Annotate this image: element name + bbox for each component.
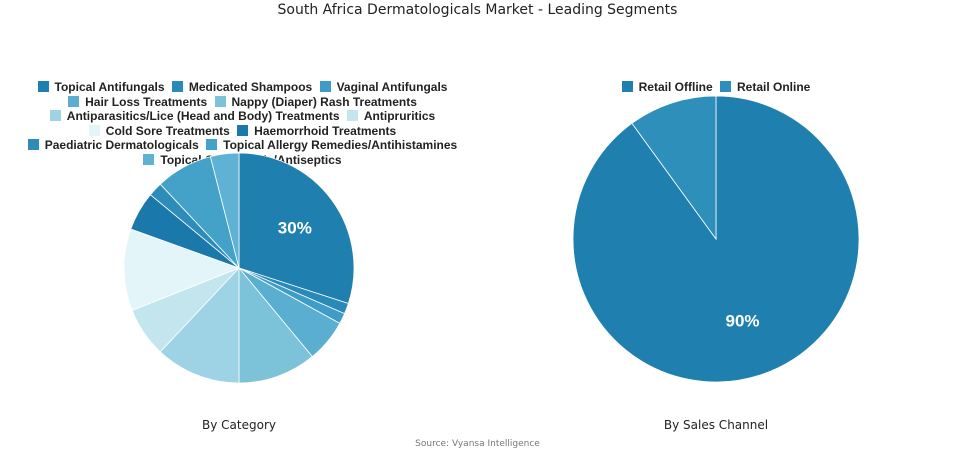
pie-slice-nappy-diaper-rash-treatments bbox=[238, 266, 313, 384]
pie-slice-retail-online bbox=[631, 95, 717, 241]
pie-slice-topical-antifungals bbox=[238, 152, 355, 305]
legend-label: Cold Sore Treatments bbox=[105, 123, 230, 138]
legend-label: Vaginal Antifungals bbox=[336, 80, 448, 94]
legend-item: Paediatric Dermatologicals bbox=[27, 138, 199, 153]
source-note: Source: Vyansa Intelligence bbox=[415, 439, 540, 449]
legend-label: Antiparasitics/Lice (Head and Body) Trea… bbox=[66, 109, 340, 123]
pie-slice-antiparasitics-lice-head-and-body-treatments bbox=[159, 266, 240, 384]
legend-label: Nappy (Diaper) Rash Treatments bbox=[231, 94, 417, 109]
legend-swatch bbox=[319, 81, 331, 92]
legend-item: Vaginal Antifungals bbox=[319, 80, 448, 95]
legend-item: Antipruritics bbox=[346, 109, 436, 124]
legend-label: Topical Antifungals bbox=[54, 80, 165, 94]
legend-swatch bbox=[206, 139, 218, 150]
category-legend: Topical Antifungals Medicated Shampoos V… bbox=[10, 80, 475, 167]
legend-item: Haemorrhoid Treatments bbox=[237, 124, 396, 139]
legend-swatch bbox=[68, 95, 80, 107]
legend-item: Cold Sore Treatments bbox=[88, 123, 230, 139]
legend-swatch bbox=[720, 81, 731, 92]
legend-item: Topical Allergy Remedies/Antihistamines bbox=[206, 138, 457, 153]
legend-label: Haemorrhoid Treatments bbox=[254, 123, 397, 138]
legend-swatch bbox=[214, 95, 226, 107]
pie-slice-topical-germicidals-antiseptics bbox=[209, 152, 240, 269]
legend-swatch bbox=[49, 110, 61, 121]
channel-legend: Retail Offline Retail Online bbox=[566, 80, 866, 95]
legend-swatch bbox=[171, 81, 183, 92]
legend-swatch bbox=[88, 124, 100, 136]
legend-item: Topical Antifungals bbox=[37, 80, 165, 95]
pie-slice-cold-sore-treatments bbox=[123, 228, 241, 311]
legend-item: Antiparasitics/Lice (Head and Body) Trea… bbox=[49, 109, 340, 124]
data-label: 30% bbox=[278, 218, 312, 237]
legend-label: Antipruritics bbox=[363, 109, 436, 123]
legend-label: Retail Online bbox=[737, 80, 811, 94]
legend-label: Retail Offline bbox=[638, 80, 713, 94]
legend-item: Retail Offline bbox=[621, 80, 713, 95]
data-label: 90% bbox=[725, 312, 759, 331]
legend-swatch bbox=[27, 139, 39, 150]
legend-swatch bbox=[37, 81, 49, 92]
channel-subtitle: By Sales Channel bbox=[663, 418, 769, 432]
legend-item: Medicated Shampoos bbox=[171, 80, 313, 95]
category-subtitle: By Category bbox=[202, 418, 276, 432]
legend-swatch bbox=[346, 110, 358, 121]
legend-item: Retail Online bbox=[720, 80, 810, 95]
legend-item: Nappy (Diaper) Rash Treatments bbox=[214, 94, 417, 110]
legend-item: Hair Loss Treatments bbox=[68, 95, 207, 110]
chart-title: South Africa Dermatologicals Market - Le… bbox=[277, 2, 678, 18]
legend-label: Medicated Shampoos bbox=[188, 80, 313, 94]
legend-swatch bbox=[143, 153, 155, 165]
legend-swatch bbox=[621, 81, 633, 92]
legend-swatch bbox=[237, 124, 249, 136]
legend-label: Topical Allergy Remedies/Antihistamines bbox=[223, 138, 458, 152]
legend-label: Paediatric Dermatologicals bbox=[44, 138, 199, 152]
legend-label: Hair Loss Treatments bbox=[85, 94, 208, 109]
